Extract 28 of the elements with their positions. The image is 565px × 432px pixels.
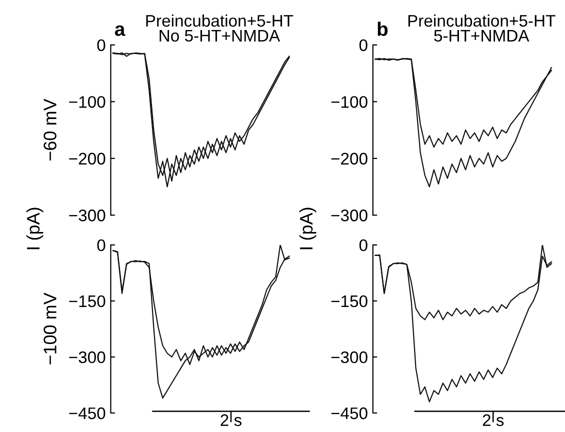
y-tick-label: 0: [97, 239, 106, 252]
y-axis-title: −100 mV: [44, 292, 56, 364]
y-tick-label: −300: [331, 351, 368, 364]
y-tick-label: −300: [69, 210, 106, 222]
y-tick-label: −100: [69, 96, 106, 108]
text: a: [114, 25, 126, 36]
y-tick-label: −450: [69, 407, 106, 420]
y-tick-label: −150: [69, 295, 106, 308]
y-tick-label: 0: [359, 239, 368, 252]
chart-subtitle: No 5-HT+NMDA: [160, 30, 280, 42]
chart-title: Preincubation+5-HT: [146, 14, 294, 27]
y-axis-title: −60 mV: [44, 98, 56, 161]
y-tick-label: 0: [97, 39, 106, 52]
chart-title: Preincubation+5-HT: [408, 14, 556, 27]
y-tick-label: −300: [69, 351, 106, 364]
text: I (pA): [26, 208, 44, 250]
y-tick-label: −300: [331, 210, 368, 222]
y-tick-label: −100: [331, 96, 368, 108]
y-tick-label: −200: [69, 152, 106, 165]
text: b: [378, 22, 388, 36]
y-tick-label: −150: [331, 295, 368, 308]
y-tick-label: −450: [331, 407, 368, 420]
chart-subtitle: 5-HT+NMDA: [434, 30, 530, 42]
y-tick-label: −200: [331, 152, 368, 165]
text: 2 s: [220, 414, 242, 426]
text: 2 s: [482, 414, 504, 426]
y-tick-label: 0: [359, 39, 368, 52]
text: I (pA): [299, 208, 316, 250]
